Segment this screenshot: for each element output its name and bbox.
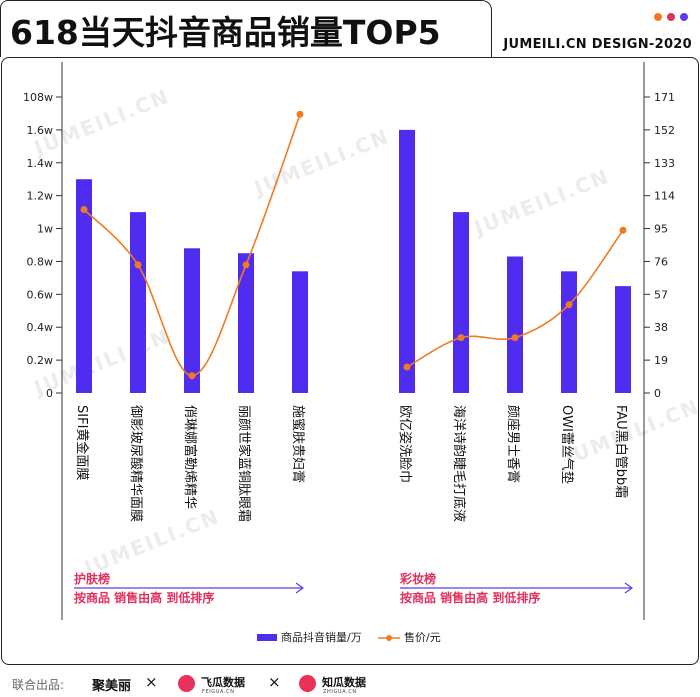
group-arrow-head xyxy=(295,582,305,594)
price-point xyxy=(242,261,250,269)
group-title: 护肤榜 xyxy=(74,571,110,586)
price-line xyxy=(83,114,301,377)
category-label: 颜座男士香膏 xyxy=(505,405,521,483)
brand-tag: JUMEILI.CN DESIGN-2020 xyxy=(503,37,692,52)
legend-bar-label: 商品抖音销量/万 xyxy=(281,630,362,644)
price-point xyxy=(188,372,196,380)
y-right-tick-label: 114 xyxy=(654,190,675,203)
bar xyxy=(292,271,308,393)
price-point xyxy=(403,363,411,371)
bar xyxy=(130,212,146,393)
page-title: 618当天抖音商品销量TOP5 xyxy=(10,13,441,52)
price-point xyxy=(296,110,304,118)
decor-dot-blue xyxy=(680,13,688,21)
category-label: 丽颜世家蓝铜肽眼霜 xyxy=(236,405,252,522)
y-right-tick-label: 38 xyxy=(654,321,668,334)
legend-bar-swatch xyxy=(257,634,277,641)
y-right-tick-label: 57 xyxy=(654,288,668,301)
y-left-tick-label: 0.8w xyxy=(27,255,54,268)
y-left-tick-label: 0.4w xyxy=(27,321,54,334)
group-note: 按商品 销售由高 到低排序 xyxy=(400,590,540,605)
category-label: 施蜜肤贵妇膏 xyxy=(290,405,306,483)
footer: 联合出品: 聚美丽 × 飞瓜数据 FEIGUA.CN × 知瓜数据 ZHIGUA… xyxy=(0,670,700,697)
y-right-tick-label: 0 xyxy=(654,387,661,400)
y-left-tick-label: 0 xyxy=(46,387,53,400)
bar xyxy=(615,286,631,393)
category-label: 欧亿姿洗脸巾 xyxy=(397,405,413,483)
price-point xyxy=(619,226,627,234)
title-tab: 618当天抖音商品销量TOP5 xyxy=(0,0,492,57)
footer-brand-zhigua-sub: ZHIGUA.CN xyxy=(323,689,357,695)
feigua-logo-icon xyxy=(178,675,195,692)
y-left-tick-label: 1.2w xyxy=(27,190,54,203)
bar xyxy=(399,129,415,393)
bar xyxy=(184,248,200,393)
legend-line-label: 售价/元 xyxy=(404,630,441,644)
footer-brand-zhigua: 知瓜数据 xyxy=(322,676,366,689)
y-right-tick-label: 76 xyxy=(654,255,668,268)
y-left-tick-label: 1.6w xyxy=(27,124,54,137)
bar xyxy=(561,271,577,393)
y-right-tick-label: 133 xyxy=(654,157,675,170)
bar xyxy=(507,256,523,393)
price-point xyxy=(134,261,142,269)
group-title: 彩妆榜 xyxy=(399,571,436,586)
category-label: 御影玻尿酸精华面膜 xyxy=(128,405,143,522)
footer-brand-feigua-sub: FEIGUA.CN xyxy=(202,689,235,695)
y-left-tick-label: 108w xyxy=(23,91,53,104)
decor-dot-red xyxy=(667,13,675,21)
decor-dots xyxy=(654,13,688,21)
group-arrow-head xyxy=(624,582,634,594)
group-note: 按商品 销售由高 到低排序 xyxy=(74,590,214,605)
price-point xyxy=(565,301,573,309)
category-label: 俏琳娜富勒烯精华 xyxy=(182,405,198,509)
footer-brand-jumeili: 聚美丽 xyxy=(92,679,132,694)
price-point xyxy=(457,334,465,342)
bar xyxy=(238,253,254,393)
y-left-tick-label: 0.6w xyxy=(27,288,54,301)
category-label: OWI蕾丝气垫 xyxy=(559,405,575,484)
y-right-tick-label: 19 xyxy=(654,354,668,367)
decor-dot-orange xyxy=(654,13,662,21)
y-right-tick-label: 171 xyxy=(654,91,675,104)
y-left-tick-label: 0.2w xyxy=(27,354,54,367)
y-right-tick-label: 152 xyxy=(654,124,675,137)
y-right-tick-label: 95 xyxy=(654,223,668,236)
footer-brand-feigua: 飞瓜数据 xyxy=(201,676,245,689)
bar xyxy=(453,212,469,393)
price-point xyxy=(80,206,88,214)
footer-label: 联合出品: xyxy=(12,678,65,692)
chart-frame xyxy=(1,57,699,665)
category-label: 海洋诗韵睫毛打底液 xyxy=(451,405,467,522)
y-left-tick-label: 1w xyxy=(37,223,53,236)
legend-line-point xyxy=(386,635,392,641)
category-label: FAU黑白管bb霜 xyxy=(613,405,629,498)
zhigua-logo-icon xyxy=(299,675,316,692)
price-point xyxy=(511,334,519,342)
bar xyxy=(76,179,92,393)
category-label: SIFI黄金面膜 xyxy=(74,405,90,480)
y-left-tick-label: 1.4w xyxy=(27,157,54,170)
footer-separator: × xyxy=(268,673,281,691)
footer-separator: × xyxy=(145,673,158,691)
